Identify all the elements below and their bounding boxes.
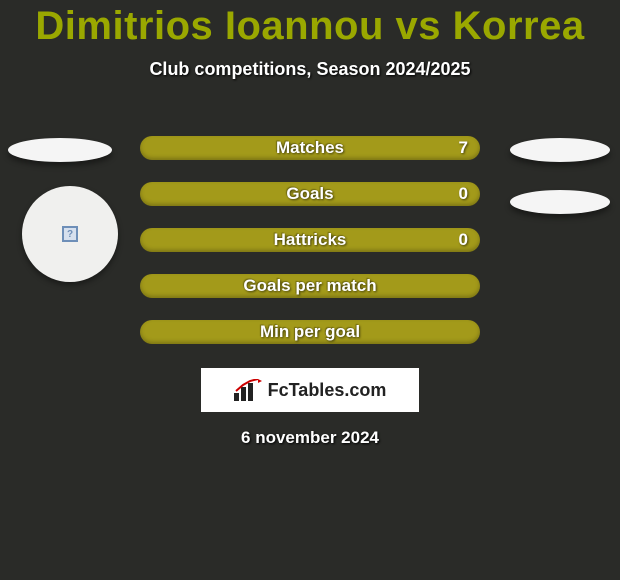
avatar-placeholder-icon: ? (62, 226, 78, 242)
stat-bar-matches: Matches 7 (140, 136, 480, 160)
stat-label: Goals (140, 182, 480, 206)
stat-bars: Matches 7 Goals 0 Hattricks 0 Goals per … (140, 136, 480, 366)
bars-icon (234, 379, 262, 401)
stat-bar-goals: Goals 0 (140, 182, 480, 206)
stat-bar-goals-per-match: Goals per match (140, 274, 480, 298)
right-ellipse-2 (510, 190, 610, 214)
right-ellipse-1 (510, 138, 610, 162)
left-ellipse-1 (8, 138, 112, 162)
stat-bar-min-per-goal: Min per goal (140, 320, 480, 344)
stats-stage: ? Matches 7 Goals 0 Hattricks 0 Goals pe… (0, 108, 620, 508)
stat-label: Min per goal (140, 320, 480, 344)
stat-value: 0 (459, 228, 468, 252)
stat-value: 7 (459, 136, 468, 160)
stat-value: 0 (459, 182, 468, 206)
logo-text: FcTables.com (268, 380, 387, 401)
stat-label: Goals per match (140, 274, 480, 298)
stat-label: Matches (140, 136, 480, 160)
stat-label: Hattricks (140, 228, 480, 252)
player-avatar: ? (22, 186, 118, 282)
page-subtitle: Club competitions, Season 2024/2025 (0, 59, 620, 80)
page-title: Dimitrios Ioannou vs Korrea (0, 0, 620, 49)
fctables-logo: FcTables.com (201, 368, 419, 412)
stat-bar-hattricks: Hattricks 0 (140, 228, 480, 252)
date-text: 6 november 2024 (0, 428, 620, 448)
